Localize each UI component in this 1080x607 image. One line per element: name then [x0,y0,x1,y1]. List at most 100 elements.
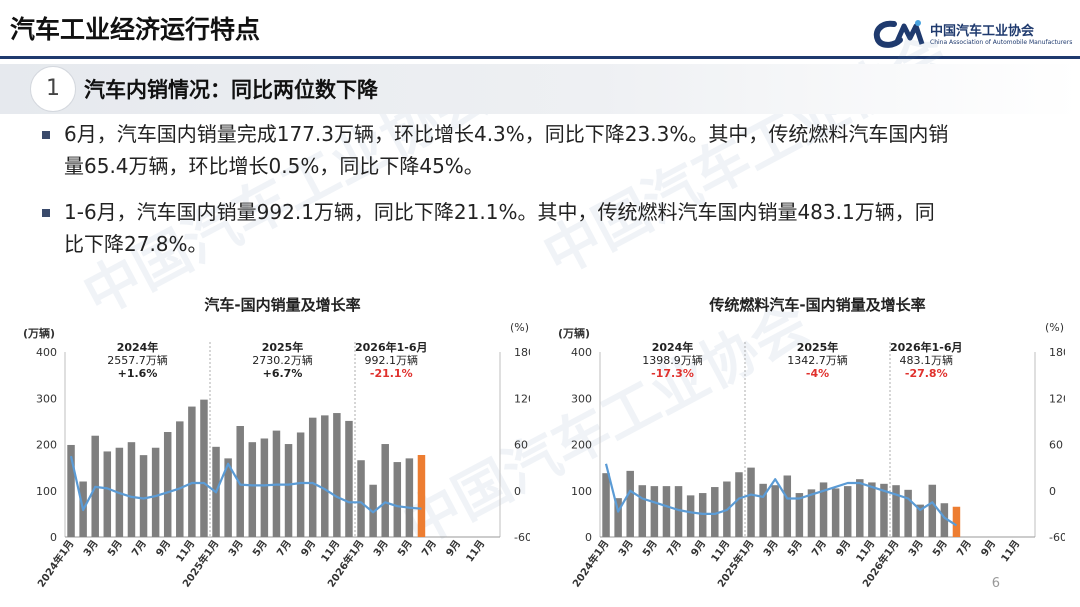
bar [333,413,341,537]
bar [747,467,755,537]
bar [735,472,743,537]
bullet-paragraph: 6月，汽车国内销量完成177.3万辆，环比增长4.3%，同比下降23.3%。其中… [64,118,1054,182]
y-tick-label: 400 [571,346,592,359]
bar [711,487,719,537]
title-bar: 汽车工业经济运行特点 中国汽车工业协会 China Association of… [0,0,1080,59]
x-tick-label: 11月 [464,538,488,564]
bar [381,444,389,537]
bar [626,470,634,537]
title-divider [0,56,1080,59]
y2-tick-label: 120 [514,392,530,405]
x-tick-label: 5月 [250,538,270,559]
y2-tick-label: 120 [1049,392,1065,405]
x-tick-label: 5月 [105,538,125,559]
annotation-total: 2557.7万辆 [107,353,168,367]
bar [163,432,172,537]
bar [602,473,610,537]
bullet-paragraph: 1-6月，汽车国内销量992.1万辆，同比下降21.1%。其中，传统燃料汽车国内… [64,196,1054,260]
bullet-line: 6月，汽车国内销量完成177.3万辆，环比增长4.3%，同比下降23.3%。其中… [64,122,949,146]
bar [357,460,365,537]
bar [952,506,961,537]
bar [674,486,683,537]
bar [638,485,647,537]
bar [843,486,852,537]
bullet-line: 比下降27.8%。 [64,232,208,256]
bar [248,442,257,537]
section-title: 汽车内销情况：同比两位数下降 [84,78,378,102]
x-tick-label: 7月 [954,538,974,559]
bar [321,415,329,537]
x-tick-label: 11月 [854,538,878,564]
bar [795,493,804,537]
y2-tick-label: 60 [1049,439,1063,452]
bar [783,475,792,537]
y-tick-label: 100 [571,485,592,498]
annotation-growth: -21.1% [370,367,413,380]
x-tick-label: 9月 [299,538,319,559]
x-tick-label: 11月 [709,538,733,564]
annotation-total: 2730.2万辆 [252,353,313,367]
x-tick-label: 5月 [930,538,950,559]
y-tick-label: 300 [36,392,57,405]
bullet-line: 量65.4万辆，环比增长0.5%，同比下降45%。 [64,154,484,178]
y2-tick-label: 180 [1049,346,1065,359]
bar [662,486,671,537]
x-tick-label: 3月 [226,538,246,559]
bar [759,483,767,537]
annotation-total: 1398.9万辆 [642,353,703,367]
x-tick-label: 3月 [81,538,101,559]
annotation-total: 483.1万辆 [900,353,954,367]
x-tick-label: 9月 [979,538,999,559]
x-tick-label: 9月 [834,538,854,559]
chart-traditional-fuel-sales: 传统燃料汽车-国内销量及增长率 (万辆) (%) 0 100 200 300 400 -60 0 6… [558,296,1065,590]
x-tick-label: 3月 [906,538,926,559]
annotation-total: 1342.7万辆 [787,353,848,367]
page-number: 6 [991,576,1000,591]
bar [139,455,148,537]
bar [151,447,160,537]
bar [904,489,912,537]
x-tick-label: 5月 [395,538,415,559]
bar [67,444,75,537]
bar [176,421,184,537]
y-axis-label: (万辆) [558,326,590,340]
bar [393,462,402,537]
bar [614,498,622,537]
y2-tick-label: 180 [514,346,530,359]
logo-text: 中国汽车工业协会 [930,24,1035,39]
bullet-marker [42,209,50,217]
bar [831,488,840,537]
x-tick-label: 11月 [319,538,343,564]
bar [856,479,864,537]
annotation-total: 992.1万辆 [365,353,419,367]
section-band [0,64,1080,114]
y2-tick-label: 0 [1049,485,1056,498]
annotation-year: 2026年1-6月 [890,340,963,354]
bar [880,483,888,537]
y2-tick-label: -60 [514,531,530,544]
x-tick-label: 5月 [785,538,805,559]
y-tick-label: 0 [585,531,592,544]
x-tick-label: 2024年1月 [34,537,76,589]
bar [417,454,426,537]
chart-title: 汽车-国内销量及增长率 [204,296,360,314]
annotation-year: 2025年 [262,340,304,354]
y2-tick-label: 0 [514,485,521,498]
bar [260,438,269,537]
y2-axis-label: (%) [1045,321,1064,334]
bar [650,486,659,537]
annotation-year: 2025年 [797,340,839,354]
x-tick-label: 5月 [640,538,660,559]
bar [807,489,816,537]
annotation-year: 2026年1-6月 [355,340,428,354]
chart-total-domestic-sales: 汽车-国内销量及增长率 (万辆) (%) 0 100 200 300 400 -60 0 60 120… [23,296,530,590]
y-tick-label: 400 [36,346,57,359]
bar [928,484,937,537]
growth-rate-line [604,463,958,527]
y-tick-label: 0 [50,531,57,544]
bar [127,442,136,537]
bar [284,444,293,537]
x-tick-label: 9月 [444,538,464,559]
bar [916,504,924,537]
x-tick-label: 7月 [274,538,294,559]
